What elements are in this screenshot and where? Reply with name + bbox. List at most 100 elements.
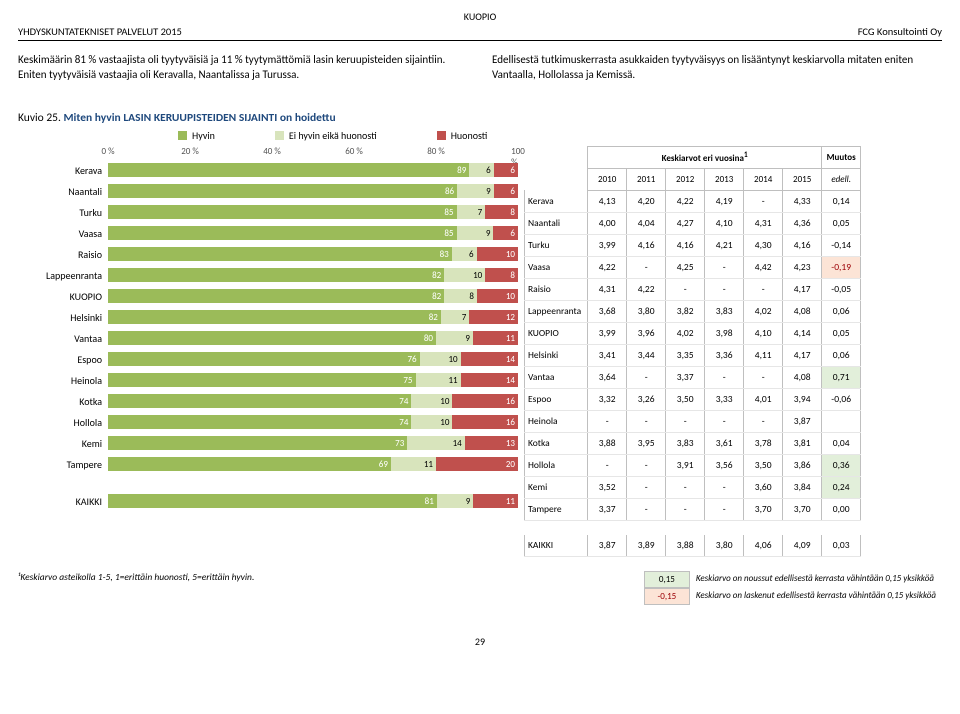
table-cell: 4,33 <box>783 190 822 212</box>
table-cell: - <box>627 256 666 278</box>
table-cell: 3,91 <box>666 454 705 476</box>
chart-row: Raisio83610 <box>18 244 518 265</box>
header-bar: YHDYSKUNTATEKNISET PALVELUT 2015 FCG Kon… <box>18 25 942 41</box>
table-muutos-cell: 0,14 <box>822 190 861 212</box>
bar-segment: 10 <box>420 352 461 366</box>
bar-track: 741016 <box>108 415 518 429</box>
chart-row: Vantaa80911 <box>18 328 518 349</box>
legend-label: Hyvin <box>192 129 215 142</box>
chart-body: Kerava8966Naantali8696Turku8578Vaasa8596… <box>18 160 518 475</box>
bar-segment: 82 <box>108 310 441 324</box>
chart-row-label: KUOPIO <box>18 290 108 303</box>
table-row-label: Naantali <box>525 212 588 234</box>
table-cell: 3,61 <box>705 432 744 454</box>
chart-row: Hollola741016 <box>18 412 518 433</box>
chart-row: Kotka741016 <box>18 391 518 412</box>
table-row: Naantali4,004,044,274,104,314,360,05 <box>525 212 861 234</box>
table-cell: - <box>744 190 783 212</box>
intro-right: Edellisestä tutkimuskerrasta asukkaiden … <box>492 53 942 83</box>
page-number: 29 <box>18 635 942 648</box>
chart-row: Turku8578 <box>18 202 518 223</box>
table-cell: 3,70 <box>744 498 783 520</box>
table-cell: - <box>666 410 705 432</box>
bar-segment: 85 <box>108 205 457 219</box>
bar-segment: 20 <box>436 457 518 471</box>
table-cell: 3,70 <box>783 498 822 520</box>
table-cell: 4,31 <box>588 278 627 300</box>
chart-row-label: Espoo <box>18 353 108 366</box>
table-cell: 4,13 <box>588 190 627 212</box>
bar-track: 82712 <box>108 310 518 324</box>
bar-segment: 7 <box>441 310 469 324</box>
legend-swatch <box>178 131 187 140</box>
bar-track: 83610 <box>108 247 518 261</box>
table-muutos-cell: 0,06 <box>822 344 861 366</box>
legend-item: Ei hyvin eikä huonosti <box>275 129 377 142</box>
bar-segment: 89 <box>108 163 469 177</box>
table-cell: 4,02 <box>666 322 705 344</box>
bar-track: 8966 <box>108 163 518 177</box>
footer-legend: 0,15Keskiarvo on noussut edellisestä ker… <box>644 571 942 605</box>
table-cell: 3,37 <box>666 366 705 388</box>
table-muutos-cell: 0,00 <box>822 498 861 520</box>
bar-track: 8696 <box>108 184 518 198</box>
table-muutos-cell <box>822 410 861 432</box>
table-cell: - <box>705 366 744 388</box>
table-cell: - <box>705 476 744 498</box>
table-cell: 4,25 <box>666 256 705 278</box>
table-muutos-cell: 0,03 <box>822 535 861 557</box>
table-year-head: 2013 <box>705 168 744 190</box>
table-row: KUOPIO3,993,964,023,984,104,140,05 <box>525 322 861 344</box>
table-cell: 4,22 <box>588 256 627 278</box>
table-cell: 4,02 <box>744 300 783 322</box>
table-cell: 3,83 <box>705 300 744 322</box>
chart-row-label: Raisio <box>18 248 108 261</box>
table-row: Tampere3,37---3,703,700,00 <box>525 498 861 520</box>
table-muutos-cell: 0,06 <box>822 300 861 322</box>
table-row-label: Espoo <box>525 388 588 410</box>
table-cell: - <box>627 454 666 476</box>
header-left: YHDYSKUNTATEKNISET PALVELUT 2015 <box>18 25 182 38</box>
axis-tick: 20 % <box>181 146 199 157</box>
table-cell: - <box>744 410 783 432</box>
chart-row: Naantali8696 <box>18 181 518 202</box>
chart-total-row: KAIKKI81911 <box>18 491 518 512</box>
bar-segment: 86 <box>108 184 457 198</box>
table-cell: 3,80 <box>705 535 744 557</box>
table-cell: 3,87 <box>588 535 627 557</box>
data-table-wrapper: Keskiarvot eri vuosina1Muutos20102011201… <box>524 146 861 557</box>
table-row: Kemi3,52---3,603,840,24 <box>525 476 861 498</box>
bar-segment: 74 <box>108 394 411 408</box>
bar-segment: 82 <box>108 289 444 303</box>
table-cell: 3,96 <box>627 322 666 344</box>
table-cell: - <box>744 366 783 388</box>
table-row: Heinola-----3,87 <box>525 410 861 432</box>
table-row: Vantaa3,64-3,37--4,080,71 <box>525 366 861 388</box>
footer-legend-text: Keskiarvo on noussut edellisestä kerrast… <box>690 571 940 588</box>
table-row-label: Tampere <box>525 498 588 520</box>
table-cell: 3,99 <box>588 234 627 256</box>
bar-segment: 14 <box>407 436 464 450</box>
table-cell: 3,52 <box>588 476 627 498</box>
table-cell: 4,14 <box>783 322 822 344</box>
legend-item: Huonosti <box>437 129 488 142</box>
table-muutos-cell: 0,05 <box>822 322 861 344</box>
figure-prefix: Kuvio 25. <box>18 111 64 125</box>
table-row: Espoo3,323,263,503,334,013,94-0,06 <box>525 388 861 410</box>
table-cell: 3,37 <box>588 498 627 520</box>
bar-segment: 11 <box>416 373 461 387</box>
bar-segment: 83 <box>108 247 452 261</box>
figure-title-text: Miten hyvin LASIN KERUUPISTEIDEN SIJAINT… <box>64 111 336 125</box>
table-cell: - <box>666 476 705 498</box>
table-muutos-cell: 0,71 <box>822 366 861 388</box>
table-year-head: 2014 <box>744 168 783 190</box>
bar-segment: 6 <box>469 163 493 177</box>
footer-legend-text: Keskiarvo on laskenut edellisestä kerras… <box>690 588 942 605</box>
table-cell: - <box>666 498 705 520</box>
table-row: Hollola--3,913,563,503,860,36 <box>525 454 861 476</box>
table-cell: 3,86 <box>783 454 822 476</box>
figure-title: Kuvio 25. Miten hyvin LASIN KERUUPISTEID… <box>18 111 942 125</box>
table-row: Helsinki3,413,443,353,364,114,170,06 <box>525 344 861 366</box>
legend-label: Huonosti <box>451 129 488 142</box>
table-row-label: Turku <box>525 234 588 256</box>
